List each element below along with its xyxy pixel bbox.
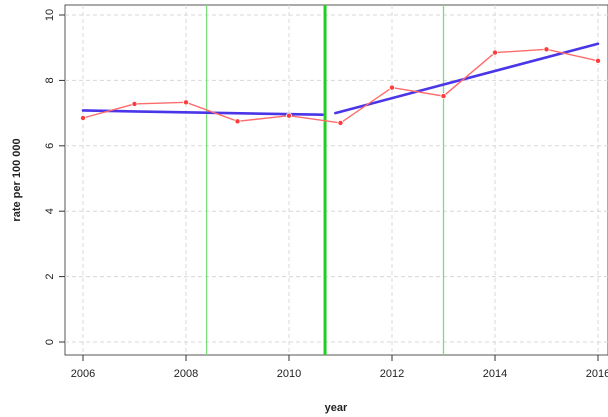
- y-tick-label: 6: [44, 143, 56, 149]
- data-point: [337, 119, 344, 126]
- y-tick-label: 4: [44, 208, 56, 214]
- reference-lines: [205, 5, 445, 355]
- data-point: [182, 99, 189, 106]
- x-tick-label: 2006: [71, 368, 95, 380]
- y-tick-label: 10: [44, 9, 56, 21]
- y-tick-label: 2: [44, 274, 56, 280]
- trend-segment: [81, 109, 324, 117]
- x-tick-label: 2008: [174, 368, 198, 380]
- y-axis-label: rate per 100 000: [11, 138, 23, 221]
- y-tick-label: 0: [44, 339, 56, 345]
- x-axis-label: year: [325, 402, 348, 414]
- plot-area: [64, 4, 608, 356]
- x-tick-label: 2010: [277, 368, 301, 380]
- data-point: [543, 46, 550, 53]
- data-point: [80, 115, 87, 122]
- x-tick-label: 2014: [483, 368, 507, 380]
- data-point: [595, 57, 602, 64]
- x-tick-label: 2016: [586, 368, 608, 380]
- data-point: [234, 118, 241, 125]
- x-tick-label: 2012: [380, 368, 404, 380]
- y-tick-label: 8: [44, 77, 56, 83]
- observed-series: [80, 46, 602, 126]
- trend-lines: [81, 42, 600, 117]
- data-point: [285, 112, 292, 119]
- trend-segment: [334, 42, 600, 115]
- data-point: [440, 93, 447, 100]
- data-point: [131, 100, 138, 107]
- data-point: [491, 49, 498, 56]
- axes: 2006 2008 2010 2012 2014 2016 0 2 4 6 8 10: [44, 9, 608, 380]
- data-point: [388, 84, 395, 91]
